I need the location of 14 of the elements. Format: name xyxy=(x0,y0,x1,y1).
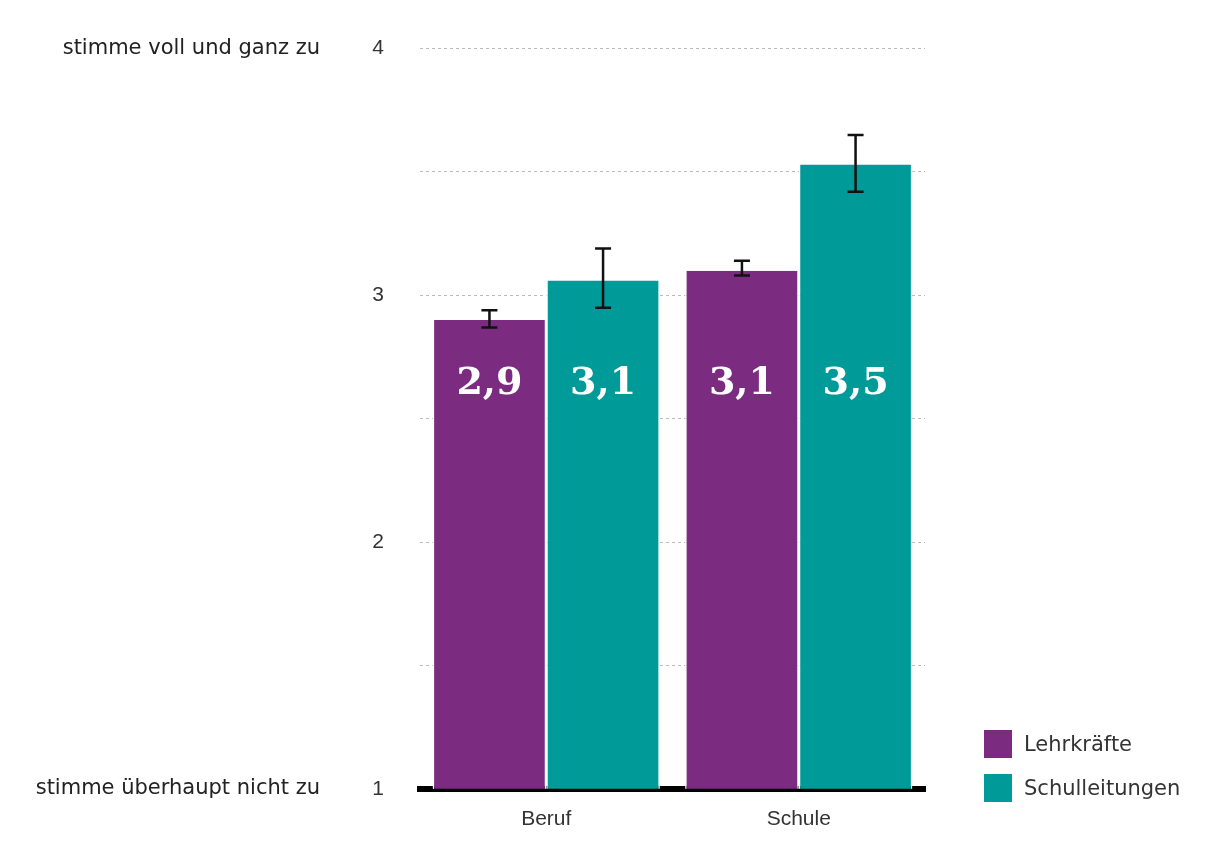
data-label: 2,9 xyxy=(456,358,523,404)
data-label: 3,5 xyxy=(822,358,889,404)
y-tick-label: 2 xyxy=(372,528,384,552)
data-label: 3,1 xyxy=(708,358,775,404)
x-tick-label: Schule xyxy=(766,806,831,830)
text: stimme voll und ganz zu xyxy=(62,35,320,60)
data-label: 3,1 xyxy=(570,358,637,404)
legend-label: Lehrkräfte xyxy=(1024,732,1133,756)
y-tick-label: 4 xyxy=(372,35,385,59)
text: stimme überhaupt nicht zu xyxy=(35,775,320,800)
y-tick-label: 1 xyxy=(372,775,384,799)
legend-label: Schulleitungen xyxy=(1024,776,1181,800)
y-tick-label: 3 xyxy=(372,282,384,306)
x-tick-label: Beruf xyxy=(521,806,572,830)
